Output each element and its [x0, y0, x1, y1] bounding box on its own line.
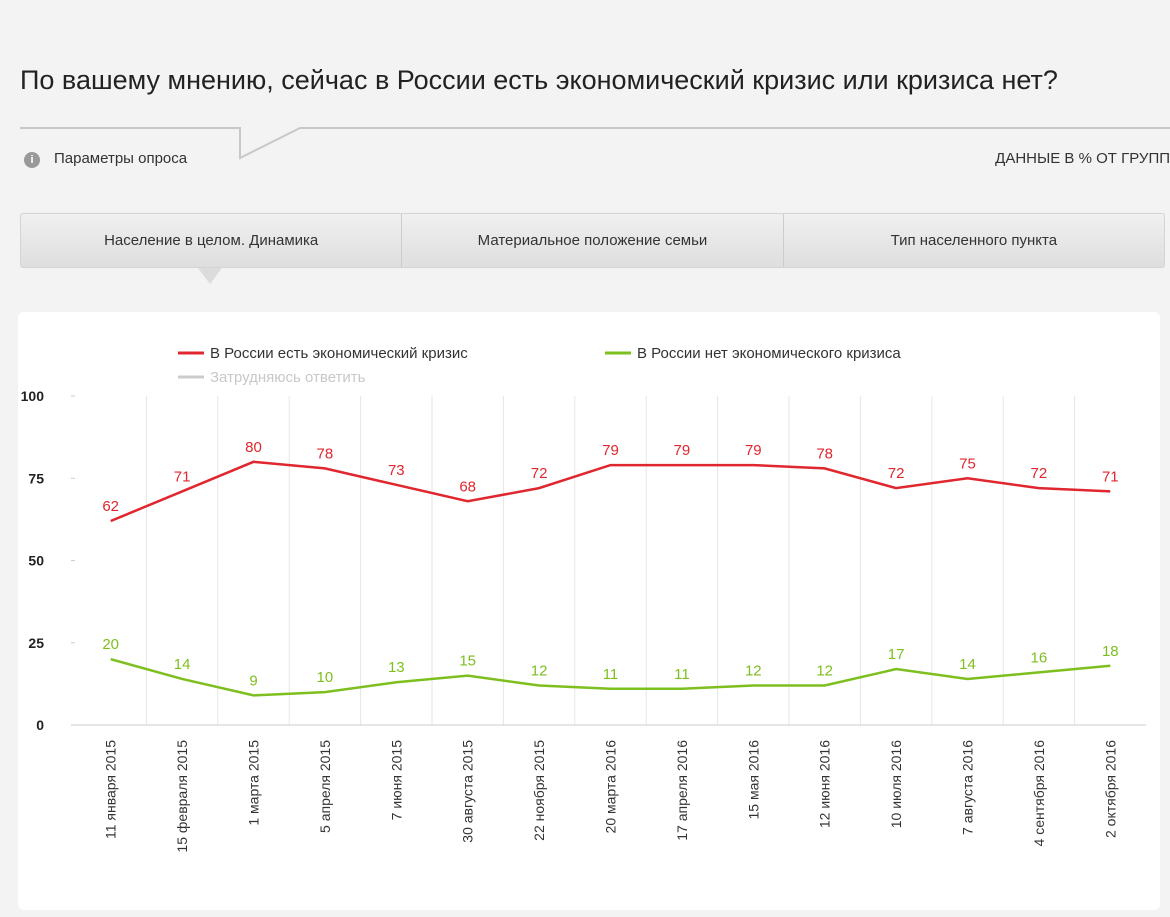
- data-label: 78: [816, 445, 833, 462]
- info-icon[interactable]: i: [24, 152, 40, 168]
- tab[interactable]: Тип населенного пункта: [890, 232, 1058, 249]
- data-label: 12: [745, 663, 762, 680]
- data-label: 16: [1031, 649, 1048, 666]
- data-label: 73: [388, 462, 405, 479]
- data-label: 15: [459, 653, 476, 670]
- data-label: 9: [249, 672, 257, 689]
- series-line: [110, 460, 1111, 523]
- x-tick-label: 11 января 2015: [103, 740, 119, 839]
- data-label: 62: [102, 498, 119, 515]
- data-label: 11: [674, 666, 690, 683]
- data-label: 75: [959, 455, 976, 472]
- y-tick-label: 50: [28, 553, 44, 569]
- legend-label[interactable]: В России есть экономический кризис: [210, 345, 468, 362]
- tabs: Население в целом. Динамика Материальное…: [20, 213, 1165, 268]
- params-link[interactable]: Параметры опроса: [54, 150, 188, 167]
- data-label: 72: [531, 465, 548, 482]
- data-label: 79: [674, 442, 691, 459]
- x-tick-label: 7 июня 2015: [388, 740, 404, 821]
- x-tick-label: 4 сентября 2016: [1031, 740, 1047, 847]
- data-label: 14: [174, 656, 191, 673]
- data-label: 72: [888, 465, 905, 482]
- legend-label[interactable]: Затрудняюсь ответить: [210, 369, 366, 386]
- x-tick-label: 20 марта 2016: [603, 740, 619, 834]
- y-tick-label: 75: [28, 470, 44, 486]
- x-tick-label: 15 мая 2016: [745, 740, 761, 820]
- data-label: 12: [816, 663, 833, 680]
- data-label: 11: [603, 666, 619, 683]
- data-label: 17: [888, 646, 905, 663]
- data-label: 20: [102, 636, 119, 653]
- data-label: 12: [531, 663, 548, 680]
- data-note: ДАННЫЕ В % ОТ ГРУПП: [995, 150, 1170, 167]
- tab-pointer: [198, 268, 222, 284]
- x-tick-label: 30 августа 2015: [460, 740, 476, 843]
- data-label: 14: [959, 656, 976, 673]
- x-tick-label: 12 июня 2016: [817, 740, 833, 828]
- data-label: 79: [745, 442, 762, 459]
- divider: [20, 127, 1170, 160]
- y-tick-label: 25: [28, 635, 44, 651]
- tab[interactable]: Материальное положение семьи: [402, 214, 784, 267]
- tab[interactable]: Население в целом. Динамика: [21, 214, 403, 267]
- x-tick-label: 10 июля 2016: [888, 740, 904, 828]
- x-tick-label: 15 февраля 2015: [174, 740, 190, 853]
- data-label: 71: [174, 468, 191, 485]
- x-tick-label: 7 августа 2016: [960, 740, 976, 835]
- data-label: 79: [602, 442, 619, 459]
- title: По вашему мнению, сейчас в России есть э…: [20, 65, 1058, 95]
- data-label: 13: [388, 659, 405, 676]
- y-tick-label: 0: [36, 717, 44, 733]
- x-tick-label: 1 марта 2015: [246, 740, 262, 826]
- x-tick-label: 5 апреля 2015: [317, 740, 333, 833]
- data-label: 78: [317, 445, 334, 462]
- x-tick-label: 22 ноября 2015: [531, 740, 547, 841]
- data-label: 10: [317, 669, 334, 686]
- x-tick-label: 2 октября 2016: [1102, 740, 1118, 838]
- x-tick-label: 17 апреля 2016: [674, 740, 690, 841]
- data-label: 71: [1102, 468, 1119, 485]
- data-label: 80: [245, 439, 262, 456]
- data-label: 72: [1031, 465, 1048, 482]
- y-tick-label: 100: [21, 388, 45, 404]
- series-line: [110, 657, 1111, 697]
- data-label: 18: [1102, 643, 1119, 660]
- data-label: 68: [459, 478, 476, 495]
- chart-panel: [18, 312, 1160, 910]
- legend-label[interactable]: В России нет экономического кризиса: [637, 345, 901, 362]
